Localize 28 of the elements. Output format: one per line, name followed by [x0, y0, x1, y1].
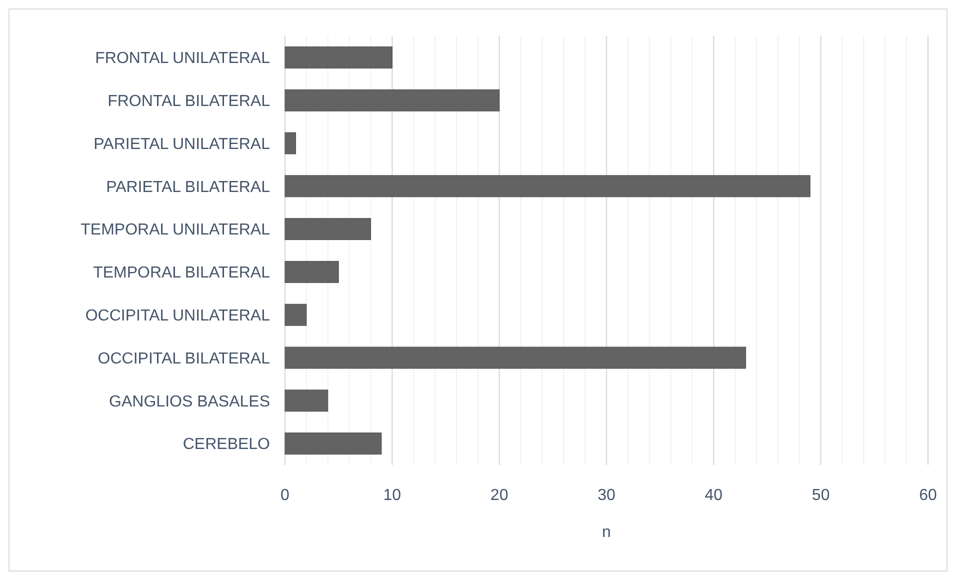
bar — [284, 175, 810, 198]
x-tick-label: 30 — [598, 487, 616, 504]
y-tick-label: OCCIPITAL UNILATERAL — [85, 307, 270, 324]
x-tick-label: 20 — [490, 487, 508, 504]
x-tick-label: 50 — [812, 487, 830, 504]
bar — [284, 260, 339, 283]
y-tick-label: TEMPORAL UNILATERAL — [80, 222, 270, 239]
bar — [284, 89, 500, 112]
bar — [284, 218, 371, 240]
x-tick-label: 60 — [919, 487, 937, 504]
y-tick-label: PARIETAL UNILATERAL — [94, 136, 270, 153]
y-tick-label: GANGLIOS BASALES — [109, 393, 270, 410]
bar — [284, 346, 746, 369]
bar — [284, 432, 382, 455]
y-tick-label: FRONTAL UNILATERAL — [95, 50, 270, 68]
bar — [284, 390, 328, 412]
x-tick-label: 10 — [383, 487, 402, 504]
bar — [284, 304, 307, 326]
bar — [284, 46, 392, 68]
y-tick-label: CEREBELO — [182, 436, 270, 454]
y-tick-label: TEMPORAL BILATERAL — [93, 264, 270, 282]
y-tick-label: PARIETAL BILATERAL — [106, 178, 270, 196]
y-tick-label: OCCIPITAL BILATERAL — [98, 350, 270, 368]
x-tick-label: 40 — [704, 487, 723, 504]
x-axis-title: n — [602, 524, 611, 541]
y-tick-label: FRONTAL BILATERAL — [108, 92, 270, 110]
x-tick-label: 0 — [280, 487, 290, 504]
bar — [284, 132, 296, 154]
